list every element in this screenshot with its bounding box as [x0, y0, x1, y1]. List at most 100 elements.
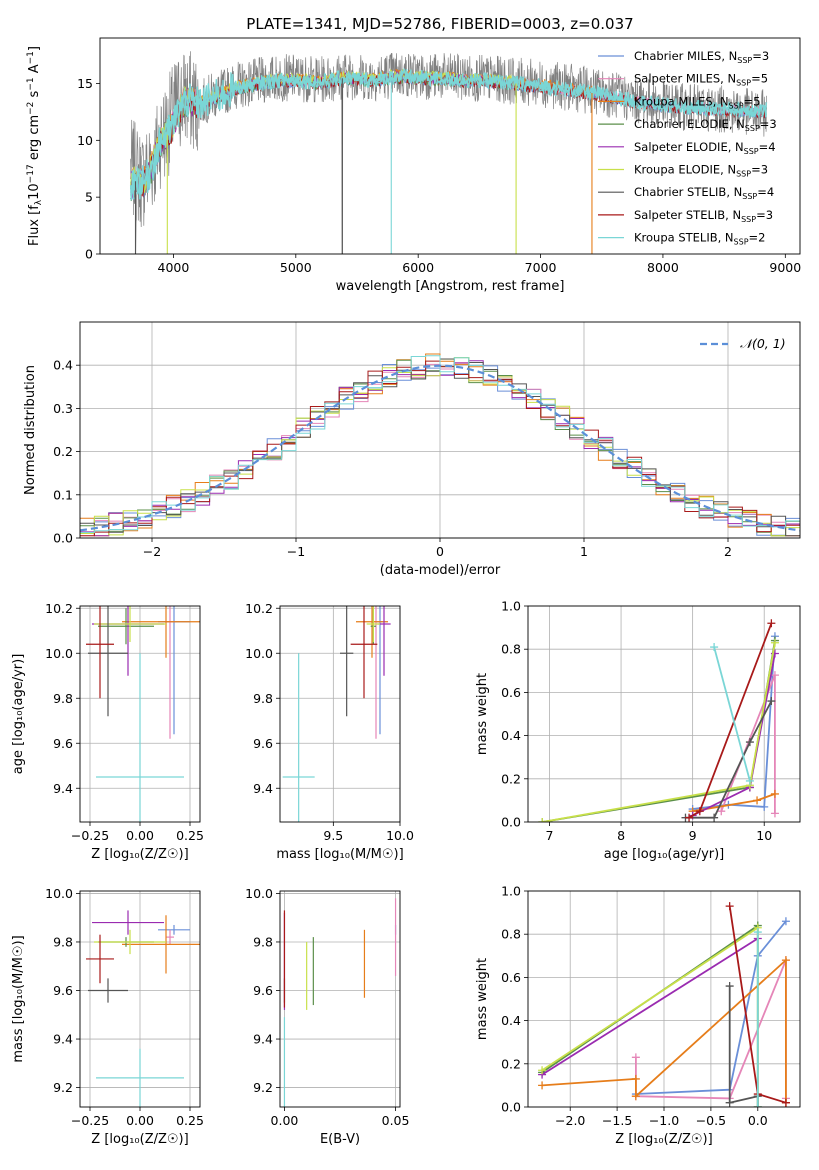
x-tick-label: −1: [287, 544, 305, 559]
x-axis-label: (data-model)/error: [380, 563, 501, 578]
y-tick-label: 10.2: [245, 601, 273, 616]
mass-vs-ebv-panel: 0.00 0.05 9.2 9.4 9.6 9.8 10.0 E(B-V): [245, 886, 409, 1147]
mass-weight-marker: [781, 956, 790, 965]
legend-entry: Salpeter MILES, NSSP=5: [634, 72, 768, 88]
y-tick-label: 9.2: [53, 1080, 73, 1095]
x-tick-label: 0.00: [126, 828, 154, 843]
legend-entry: Kroupa MILES, NSSP=5: [634, 94, 760, 110]
mass-weight-marker: [538, 1066, 547, 1075]
mass-weight-marker: [538, 1081, 547, 1090]
residual-histogram-kroupa-stelib: [80, 355, 800, 533]
mass-weight-marker: [695, 807, 704, 816]
mass-weight-marker: [710, 643, 719, 652]
x-axis-label: mass [log₁₀(M/M☉)]: [276, 847, 403, 862]
mass-weight-line: [685, 700, 773, 819]
y-axis-label: mass weight: [475, 958, 490, 1040]
mass-weight-marker: [767, 619, 776, 628]
mass-weight-line: [692, 653, 776, 817]
y-tick-label: 5: [85, 190, 93, 205]
mass-weight-marker: [631, 1074, 640, 1083]
normal-reference-curve: [80, 364, 800, 532]
x-tick-label: 0.25: [176, 1113, 204, 1128]
x-tick-label: 0.25: [176, 828, 204, 843]
legend-entry: Kroupa ELODIE, NSSP=3: [634, 163, 768, 179]
y-tick-label: 0.2: [53, 444, 73, 459]
mass-weight-marker: [631, 1092, 640, 1101]
legend-entry: Kroupa STELIB, NSSP=2: [634, 231, 765, 247]
y-tick-label: 9.4: [253, 1032, 273, 1047]
axes-frame: [99, 37, 801, 255]
mass-weight-marker: [770, 789, 779, 798]
y-axis-label: age [log₁₀(age/yr)]: [11, 654, 26, 775]
mass-weight-marker: [770, 809, 779, 818]
mass-weight-line: [542, 640, 776, 822]
figure-title: PLATE=1341, MJD=52786, FIBERID=0003, z=0…: [246, 15, 633, 33]
y-tick-label: 1.0: [501, 884, 521, 899]
mass-weight-line: [541, 923, 759, 1107]
x-axis-label: wavelength [Angstrom, rest frame]: [336, 279, 565, 294]
y-tick-label: 9.8: [253, 934, 273, 949]
axes-frame: [527, 605, 801, 823]
x-tick-label: 4000: [158, 260, 190, 275]
legend-entry: Salpeter ELODIE, NSSP=4: [634, 140, 776, 156]
y-tick-label: 10.2: [45, 601, 73, 616]
x-tick-label: 2: [724, 544, 732, 559]
y-tick-label: 0.6: [501, 970, 521, 985]
y-tick-label: 0.2: [501, 771, 521, 786]
mass-weight-marker: [745, 738, 754, 747]
legend-entry: Chabrier MILES, NSSP=3: [634, 49, 769, 65]
mass-weight-marker: [631, 1053, 640, 1062]
y-tick-label: 9.6: [253, 983, 273, 998]
model-spectrum-kroupa-stelib: [129, 67, 768, 201]
mass-weight-marker: [753, 796, 762, 805]
x-tick-label: −0.25: [71, 828, 109, 843]
mass-weight-marker: [781, 917, 790, 926]
y-tick-label: 10.0: [45, 886, 73, 901]
mass-weight-line: [635, 920, 787, 1095]
x-tick-label: 0.00: [126, 1113, 154, 1128]
mass-weight-marker: [725, 902, 734, 911]
x-tick-label: −0.25: [71, 1113, 109, 1128]
y-tick-label: 9.8: [253, 691, 273, 706]
x-tick-label: −2.0: [555, 1113, 585, 1128]
x-tick-label: 5000: [280, 260, 312, 275]
y-tick-label: 10.0: [245, 886, 273, 901]
mass-weight-marker: [753, 1103, 762, 1107]
legend-entry: Chabrier ELODIE, NSSP=3: [634, 117, 777, 133]
axes-frame: [79, 890, 201, 1108]
y-tick-label: 0.1: [53, 487, 73, 502]
residuals-panel: −2 −1 0 1 2 0.0 0.1 0.2 0.3 0.4 (data-model)/error…: [23, 321, 801, 578]
y-tick-label: 10.0: [245, 646, 273, 661]
legend-entry: Chabrier STELIB, NSSP=4: [634, 185, 774, 201]
mass-weight-line: [713, 646, 751, 782]
y-tick-label: 9.4: [253, 781, 273, 796]
x-tick-label: 6000: [402, 260, 434, 275]
x-tick-label: 0.00: [271, 1113, 299, 1128]
x-axis-label: Z [log₁₀(Z/Z☉)]: [91, 1132, 188, 1147]
mass-weight-marker: [767, 697, 776, 706]
spectrum-panel: 4000 5000 6000 7000 8000 9000 0 5 10 15 wavelength…: [26, 37, 801, 294]
y-tick-label: 9.6: [53, 736, 73, 751]
mass-vs-Z-panel: −0.25 0.00 0.25 9.2 9.4 9.6 9.8 10.0 Z [log₁₀(Z/…: [11, 886, 204, 1147]
y-tick-label: 9.8: [53, 691, 73, 706]
x-tick-label: 10: [756, 828, 772, 843]
x-axis-label: Z [log₁₀(Z/Z☉)]: [615, 1132, 712, 1147]
y-tick-label: 0.0: [53, 531, 73, 546]
y-tick-label: 0.8: [501, 927, 521, 942]
y-axis-label: mass weight: [475, 673, 490, 755]
x-tick-label: 9.5: [323, 828, 343, 843]
x-tick-label: −1.5: [602, 1113, 632, 1128]
y-tick-label: 0.0: [501, 1100, 521, 1115]
y-axis-label: mass [log₁₀(M/M☉)]: [11, 935, 26, 1062]
x-tick-label: −2: [143, 544, 161, 559]
age-vs-mass-panel: 9.5 10.0 9.4 9.6 9.8 10.0 10.2 mass [log₁₀(M/M☉…: [245, 601, 414, 862]
mass-weight-marker: [770, 638, 779, 647]
y-tick-label: 15: [77, 76, 93, 91]
y-tick-label: 0.4: [501, 728, 521, 743]
y-axis-label: Flux [fλ10−17 erg cm−2 s−1 A−1]: [26, 46, 44, 246]
legend-entry: 𝒩(0, 1): [740, 336, 786, 351]
y-tick-label: 9.4: [53, 1032, 73, 1047]
axes-frame: [279, 890, 401, 1108]
y-tick-label: 0.3: [53, 401, 73, 416]
